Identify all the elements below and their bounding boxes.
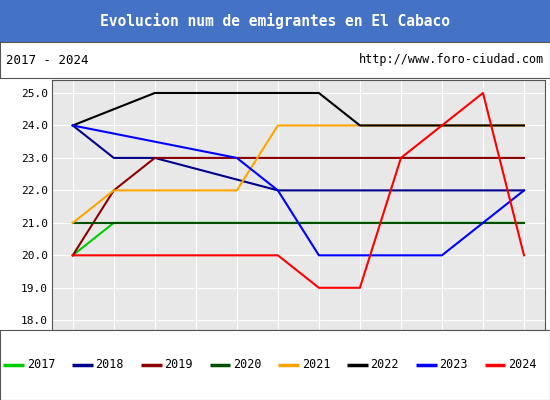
Text: 2024: 2024 — [508, 358, 537, 372]
Text: http://www.foro-ciudad.com: http://www.foro-ciudad.com — [359, 54, 544, 66]
Text: 2017: 2017 — [27, 358, 56, 372]
Text: 2018: 2018 — [96, 358, 124, 372]
Text: 2020: 2020 — [233, 358, 262, 372]
Text: Evolucion num de emigrantes en El Cabaco: Evolucion num de emigrantes en El Cabaco — [100, 13, 450, 29]
Text: 2017 - 2024: 2017 - 2024 — [6, 54, 88, 66]
Text: 2022: 2022 — [371, 358, 399, 372]
Text: 2021: 2021 — [302, 358, 331, 372]
Text: 2023: 2023 — [439, 358, 468, 372]
Text: 2019: 2019 — [164, 358, 193, 372]
